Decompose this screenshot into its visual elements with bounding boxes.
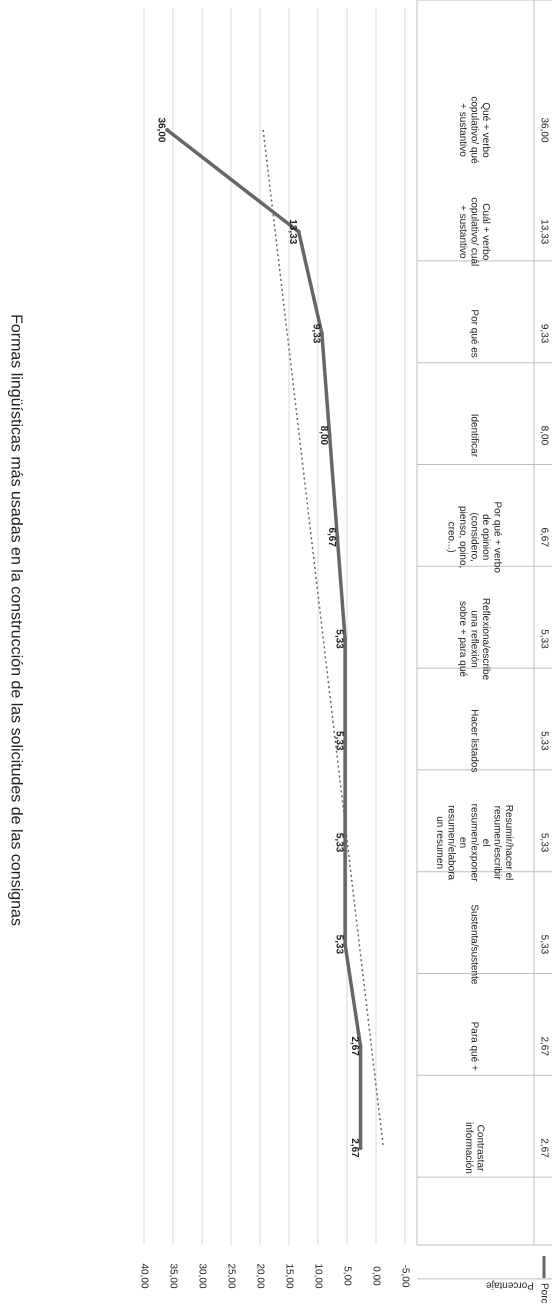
category-label: Sustenta/sustente bbox=[469, 904, 480, 984]
category-label: Para qué + bbox=[469, 1022, 480, 1071]
chart-title: Formas lingüísticas más usadas en la con… bbox=[8, 314, 25, 926]
table-value-cell: 9,33 bbox=[539, 324, 550, 344]
table-value-cell: 13,33 bbox=[539, 219, 550, 244]
data-point bbox=[358, 1146, 363, 1150]
data-label: 13,33 bbox=[287, 219, 298, 244]
table-value-cell: 5,33 bbox=[539, 935, 550, 955]
category-label: Reflexiona/escribeuna reflexiónsobre + p… bbox=[457, 598, 491, 681]
data-label: 2,67 bbox=[349, 1138, 360, 1158]
y-tick-label: 35,00 bbox=[168, 1263, 179, 1288]
y-tick-label: 30,00 bbox=[197, 1263, 208, 1288]
data-point bbox=[327, 433, 332, 438]
legend-label: Porcentaje bbox=[539, 1283, 550, 1303]
y-tick-label: 15,00 bbox=[284, 1263, 295, 1288]
data-label: 8,00 bbox=[318, 426, 329, 446]
series-line bbox=[166, 128, 363, 1148]
table-value-cell: 8,00 bbox=[539, 426, 550, 446]
data-point bbox=[335, 535, 340, 540]
y-tick-label: 10,00 bbox=[313, 1263, 324, 1288]
data-point bbox=[319, 331, 324, 336]
data-point bbox=[343, 942, 348, 947]
data-label: 5,33 bbox=[334, 731, 345, 751]
y-tick-label: -5,00 bbox=[400, 1265, 411, 1288]
data-label: 9,33 bbox=[310, 324, 321, 344]
y-axis-title: Porcentaje bbox=[486, 1280, 534, 1291]
table-value-cell: 2,67 bbox=[539, 1138, 550, 1158]
table-value-cell: 5,33 bbox=[539, 833, 550, 853]
y-tick-label: 25,00 bbox=[226, 1263, 237, 1288]
category-label: Resumir/hacer elresumen/escribirelresume… bbox=[434, 804, 514, 882]
data-table bbox=[416, 0, 552, 1280]
table-value-cell: 2,67 bbox=[539, 1036, 550, 1056]
table-value-cell: 5,33 bbox=[539, 731, 550, 751]
data-point bbox=[358, 1044, 363, 1049]
data-label: 6,67 bbox=[326, 527, 337, 547]
data-label: 36,00 bbox=[156, 117, 167, 142]
table-value-cell: 36,00 bbox=[539, 117, 550, 142]
data-point bbox=[343, 738, 348, 743]
data-label: 5,33 bbox=[334, 935, 345, 955]
category-label: Por qué es bbox=[469, 309, 480, 357]
data-point bbox=[343, 840, 348, 845]
data-label: 5,33 bbox=[334, 833, 345, 853]
category-label: Contrastarinformación bbox=[463, 1122, 486, 1174]
y-tick-label: 20,00 bbox=[255, 1263, 266, 1288]
data-point bbox=[343, 637, 348, 641]
category-label: Por qué + verbode opinion(considero,pien… bbox=[446, 501, 503, 573]
trendline bbox=[262, 129, 385, 1149]
data-label: 2,67 bbox=[349, 1036, 360, 1056]
y-tick-label: 5,00 bbox=[342, 1266, 353, 1286]
data-point bbox=[296, 229, 301, 234]
table-value-cell: 5,33 bbox=[539, 629, 550, 649]
table-value-cell: 6,67 bbox=[539, 527, 550, 547]
category-label: Hacer listados bbox=[469, 709, 480, 772]
category-label: Cuál + verbocopulativo/ cuál+ sustantivo bbox=[457, 197, 491, 266]
category-label: Qué + verbocopulativo/ qué+ sustantivo bbox=[457, 96, 491, 164]
y-tick-label: 0,00 bbox=[371, 1266, 382, 1286]
data-point bbox=[165, 128, 170, 132]
data-label: 5,33 bbox=[334, 629, 345, 649]
category-label: Identificar bbox=[469, 414, 480, 458]
y-tick-label: 40,00 bbox=[139, 1263, 150, 1288]
